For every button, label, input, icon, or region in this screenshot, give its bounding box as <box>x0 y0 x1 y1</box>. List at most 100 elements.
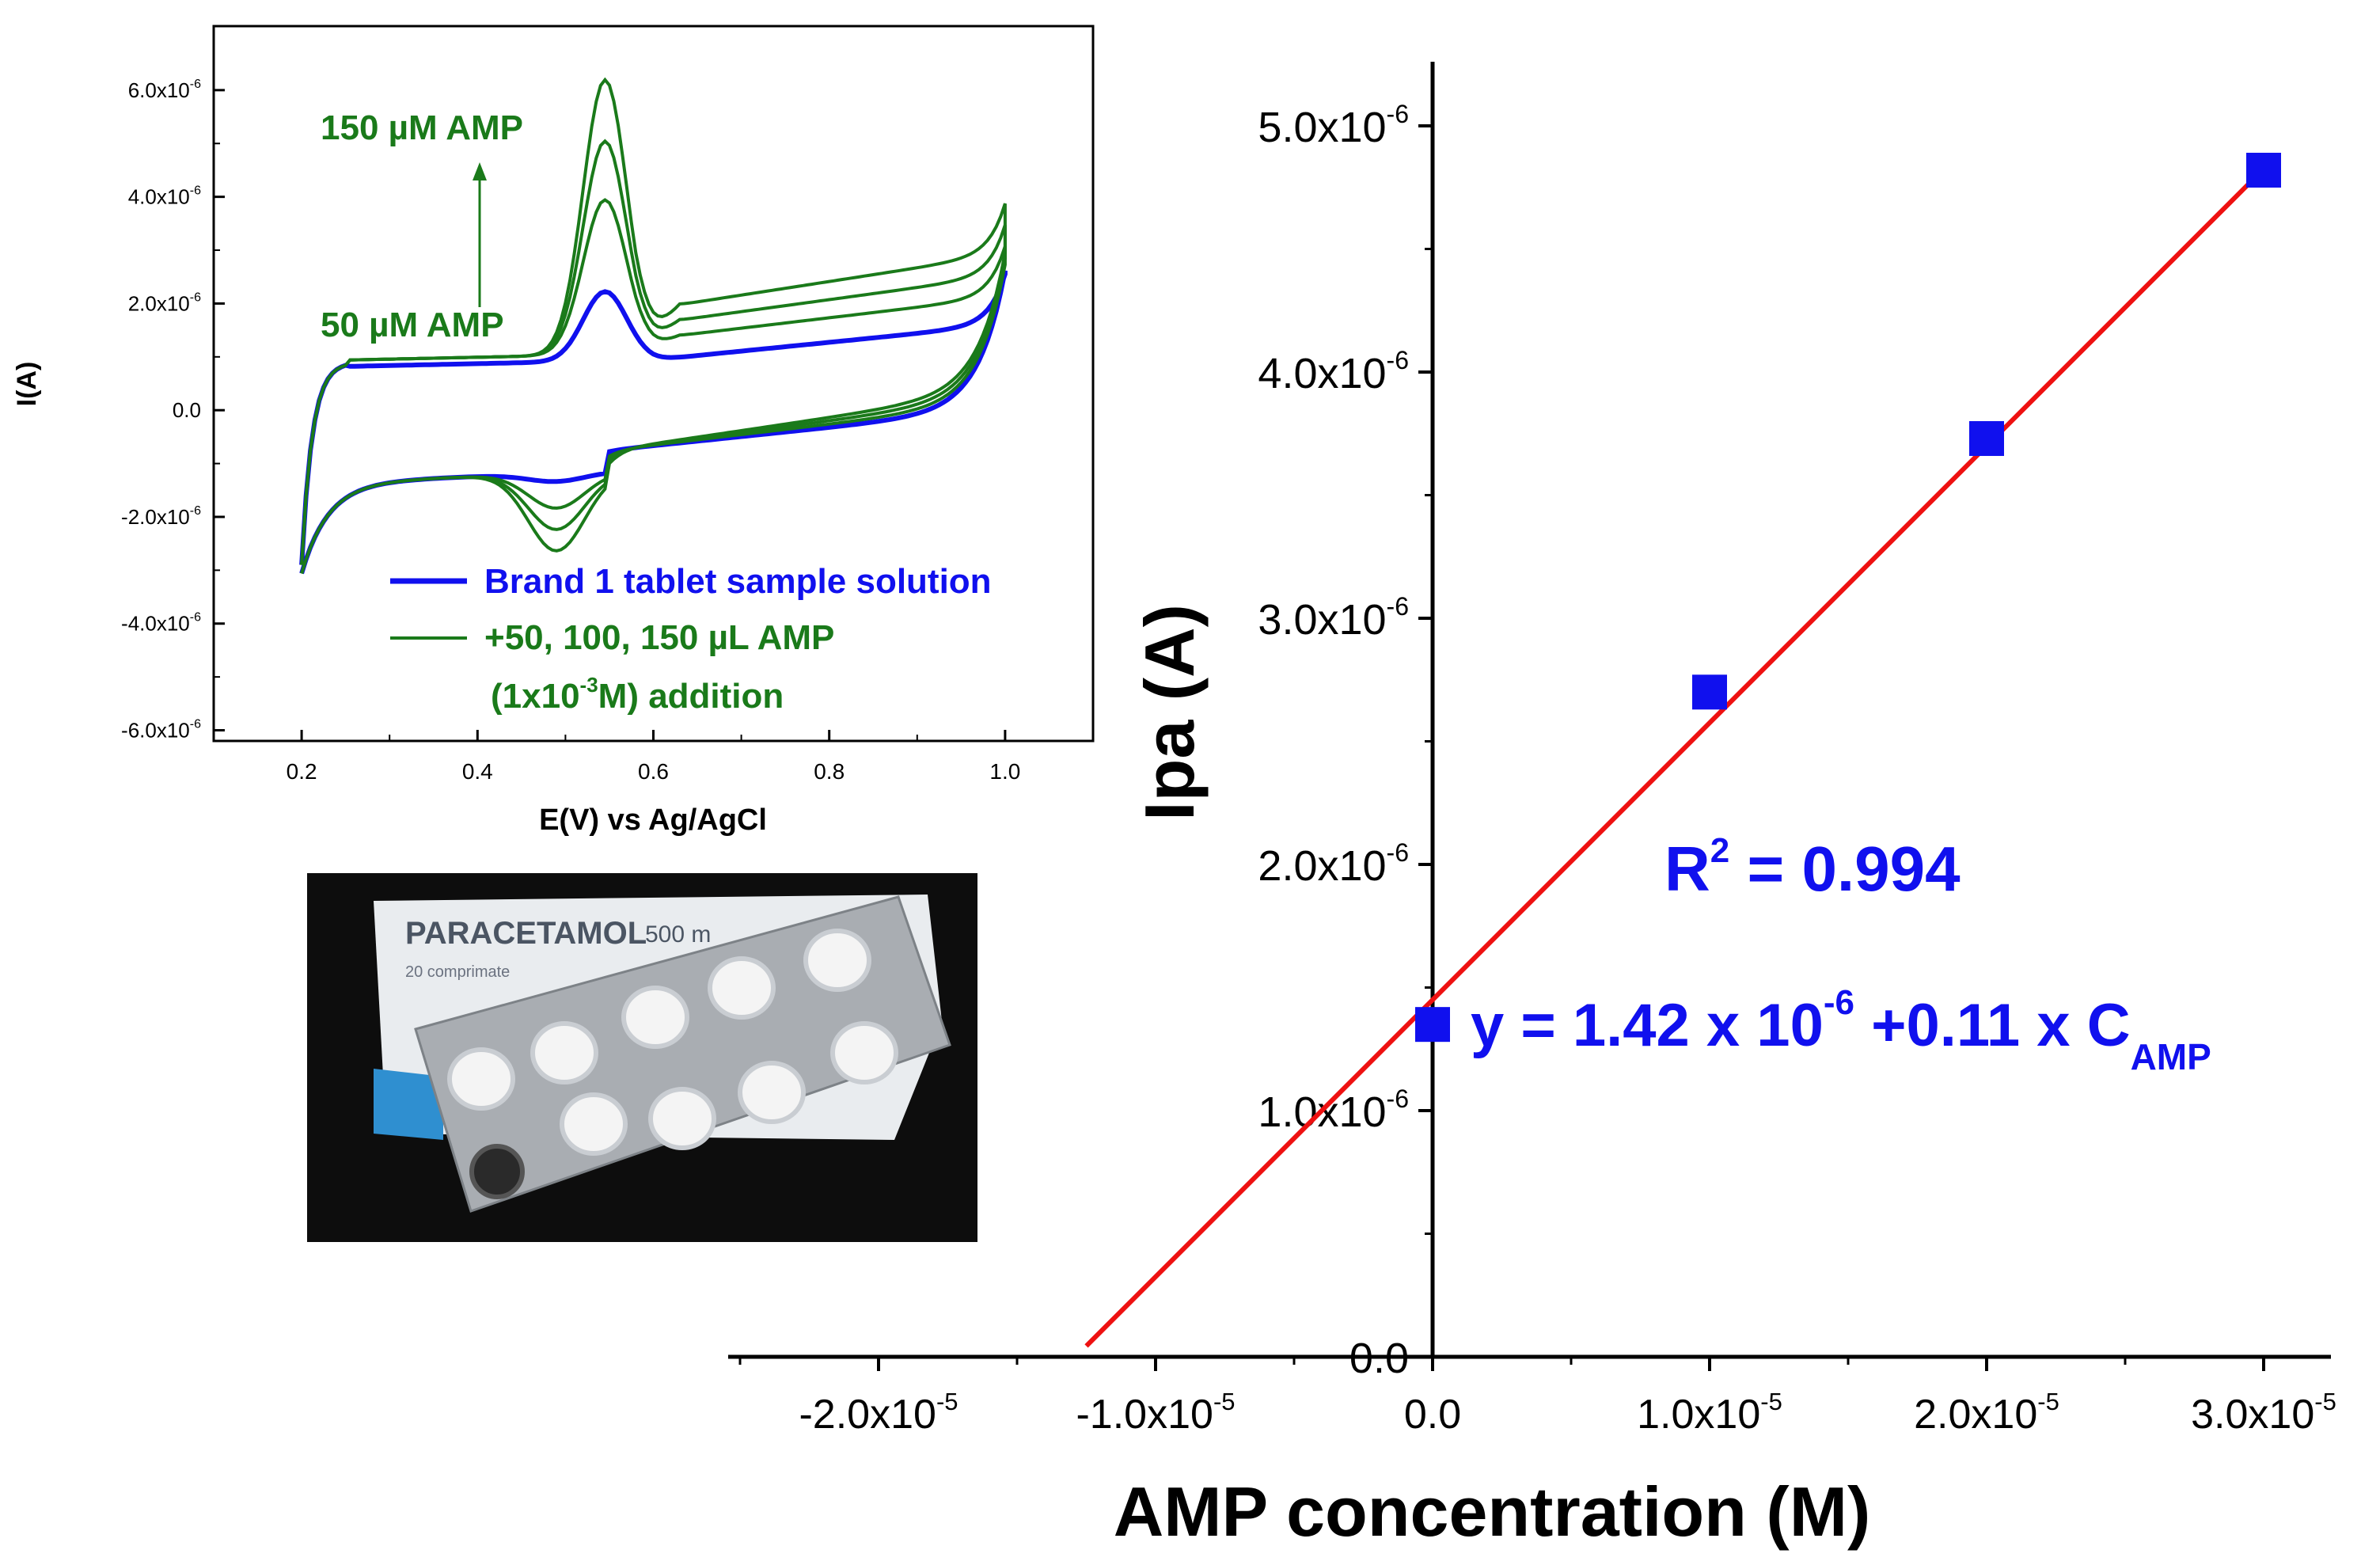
box-dose: 500 m <box>645 921 711 948</box>
box-title: PARACETAMOL <box>405 916 647 951</box>
cv-y-tick-label-exp: -6 <box>190 718 201 731</box>
cv-legend-green2-post: M) addition <box>598 677 784 716</box>
cv-y-tick-label: 6.0x10-6 <box>128 78 201 102</box>
cv-x-tick-label: 1.0 <box>989 759 1020 784</box>
main-x-tick-label: 0.0 <box>1404 1392 1461 1438</box>
cv-y-tick-label-exp: -6 <box>190 291 201 304</box>
cv-y-tick-label-base: -4.0x10 <box>121 612 190 636</box>
cv-arrow-head <box>473 162 487 180</box>
cv-legend: Brand 1 tablet sample solution +50, 100,… <box>390 562 992 716</box>
cv-curve-amp-1 <box>300 198 1007 575</box>
cv-curves <box>299 77 1008 575</box>
cv-chart: 6.0x10-64.0x10-62.0x10-60.0-2.0x10-6-4.0… <box>12 25 1095 837</box>
eq-sup: -6 <box>1824 983 1854 1022</box>
main-x-tick-label-exp: -5 <box>2314 1388 2336 1415</box>
main-x-tick-label-exp: -5 <box>1213 1388 1236 1415</box>
main-y-tick-label-base: 2.0x10 <box>1258 842 1386 890</box>
empty-blister <box>469 1144 525 1199</box>
main-y-tick-label-base: 5.0x10 <box>1258 104 1386 151</box>
main-y-tick-label: 2.0x10-6 <box>1258 838 1409 890</box>
tablet <box>447 1047 515 1111</box>
data-points <box>1415 152 2281 1043</box>
cv-y-axis-label: I(A) <box>12 362 42 407</box>
cv-x-axis-label: E(V) vs Ag/AgCl <box>539 803 767 837</box>
cv-x-tick-label: 0.6 <box>638 759 669 784</box>
main-x-tick-label-exp: -5 <box>1760 1388 1782 1415</box>
main-x-tick-label-base: 0.0 <box>1404 1392 1461 1438</box>
r2-sup: 2 <box>1710 831 1729 870</box>
data-point <box>1969 420 2004 456</box>
main-y-tick-label-exp: -6 <box>1387 100 1409 128</box>
cv-y-tick-label: 0.0 <box>173 398 201 422</box>
cv-y-tick-label-base: -6.0x10 <box>121 719 190 743</box>
regression-equation: y = 1.42 x 10-6 +0.11 x CAMP <box>1471 983 2211 1077</box>
cv-legend-green2-pre: (1x10 <box>491 677 580 716</box>
cv-curve-amp-3 <box>300 77 1007 575</box>
tablet <box>803 929 871 992</box>
main-x-tick-label-base: -2.0x10 <box>799 1392 936 1438</box>
cv-x-tick-label: 0.2 <box>287 759 317 784</box>
eq-sub: AMP <box>2131 1036 2211 1077</box>
main-y-axis-label: Ipa (A) <box>1130 604 1209 821</box>
main-y-tick-label: 5.0x10-6 <box>1258 100 1409 151</box>
cv-x-tick-label: 0.4 <box>462 759 493 784</box>
main-y-tick-label: 1.0x10-6 <box>1258 1084 1409 1136</box>
main-x-tick-label-exp: -5 <box>2037 1388 2059 1415</box>
main-y-ticks: 0.01.0x10-62.0x10-63.0x10-64.0x10-65.0x1… <box>1258 100 1433 1382</box>
tablet <box>738 1061 806 1124</box>
cv-y-tick-label: 2.0x10-6 <box>128 291 201 315</box>
cv-annotation-bottom: 50 µM AMP <box>321 306 504 344</box>
cv-legend-label-green: +50, 100, 150 µL AMP <box>484 618 834 657</box>
main-x-tick-label-base: 1.0x10 <box>1637 1392 1760 1438</box>
tablet <box>648 1087 716 1150</box>
cv-x-ticks: 0.2 0.4 0.6 0.8 1.0 <box>213 730 1094 784</box>
main-x-tick-label-base: 3.0x10 <box>2191 1392 2314 1438</box>
medicine-box-side <box>374 1069 443 1140</box>
r2-pre: R <box>1664 834 1710 904</box>
cv-y-tick-label: -6.0x10-6 <box>121 718 201 743</box>
cv-y-tick-label: -2.0x10-6 <box>121 504 201 529</box>
cv-y-tick-label: 4.0x10-6 <box>128 184 201 209</box>
main-x-tick-label: 1.0x10-5 <box>1637 1388 1782 1438</box>
main-y-tick-label-exp: -6 <box>1387 346 1409 374</box>
main-y-tick-label-base: 3.0x10 <box>1258 596 1386 644</box>
main-y-tick-label-exp: -6 <box>1387 838 1409 867</box>
box-subtitle: 20 comprimate <box>405 963 510 981</box>
cv-y-tick-label-base: 6.0x10 <box>128 78 190 102</box>
main-x-tick-label: 2.0x10-5 <box>1914 1388 2059 1438</box>
cv-annotation-top: 150 µM AMP <box>321 108 523 147</box>
tablet <box>708 956 776 1020</box>
cv-y-ticks: 6.0x10-64.0x10-62.0x10-60.0-2.0x10-6-4.0… <box>121 78 225 743</box>
main-x-tick-label: -2.0x10-5 <box>799 1388 958 1438</box>
calibration-chart: 0.01.0x10-62.0x10-63.0x10-64.0x10-65.0x1… <box>728 62 2336 1551</box>
data-point <box>1415 1007 1450 1043</box>
main-x-tick-label: 3.0x10-5 <box>2191 1388 2336 1438</box>
cv-y-tick-label-exp: -6 <box>190 504 201 518</box>
eq-mid: +0.11 x C <box>1854 992 2131 1059</box>
cv-y-tick-label-base: 2.0x10 <box>128 291 190 315</box>
main-x-tick-label-base: 2.0x10 <box>1914 1392 2037 1438</box>
cv-y-tick-label-exp: -6 <box>190 611 201 625</box>
fit-line <box>1084 167 2266 1348</box>
cv-y-tick-label-base: 0.0 <box>173 398 201 422</box>
r-squared-label: R2 = 0.994 <box>1664 831 1961 904</box>
cv-y-tick-label: -4.0x10-6 <box>121 611 201 636</box>
cv-y-tick-label-base: -2.0x10 <box>121 505 190 529</box>
main-x-ticks: -2.0x10-5 -1.0x10-5 0.0 1.0x10-5 2.0x10-5 3.0… <box>738 1357 2336 1438</box>
paracetamol-photo: PARACETAMOL 500 m 20 comprimate <box>307 873 977 1242</box>
main-y-tick-label: 4.0x10-6 <box>1258 346 1409 397</box>
data-point <box>1692 674 1727 710</box>
main-y-tick-label: 3.0x10-6 <box>1258 592 1409 644</box>
main-x-tick-label-base: -1.0x10 <box>1076 1392 1213 1438</box>
cv-legend-green2-exp: -3 <box>580 673 598 697</box>
cv-legend-label-blue: Brand 1 tablet sample solution <box>484 562 992 601</box>
main-x-tick-label: -1.0x10-5 <box>1076 1388 1235 1438</box>
tablet <box>621 986 689 1049</box>
main-y-tick-label-exp: -6 <box>1387 1084 1409 1113</box>
main-x-axis-label: AMP concentration (M) <box>1114 1472 1871 1551</box>
cv-y-tick-label-exp: -6 <box>190 78 201 91</box>
tablet <box>530 1021 598 1084</box>
main-y-tick-label-exp: -6 <box>1387 592 1409 621</box>
data-point <box>2246 152 2281 188</box>
